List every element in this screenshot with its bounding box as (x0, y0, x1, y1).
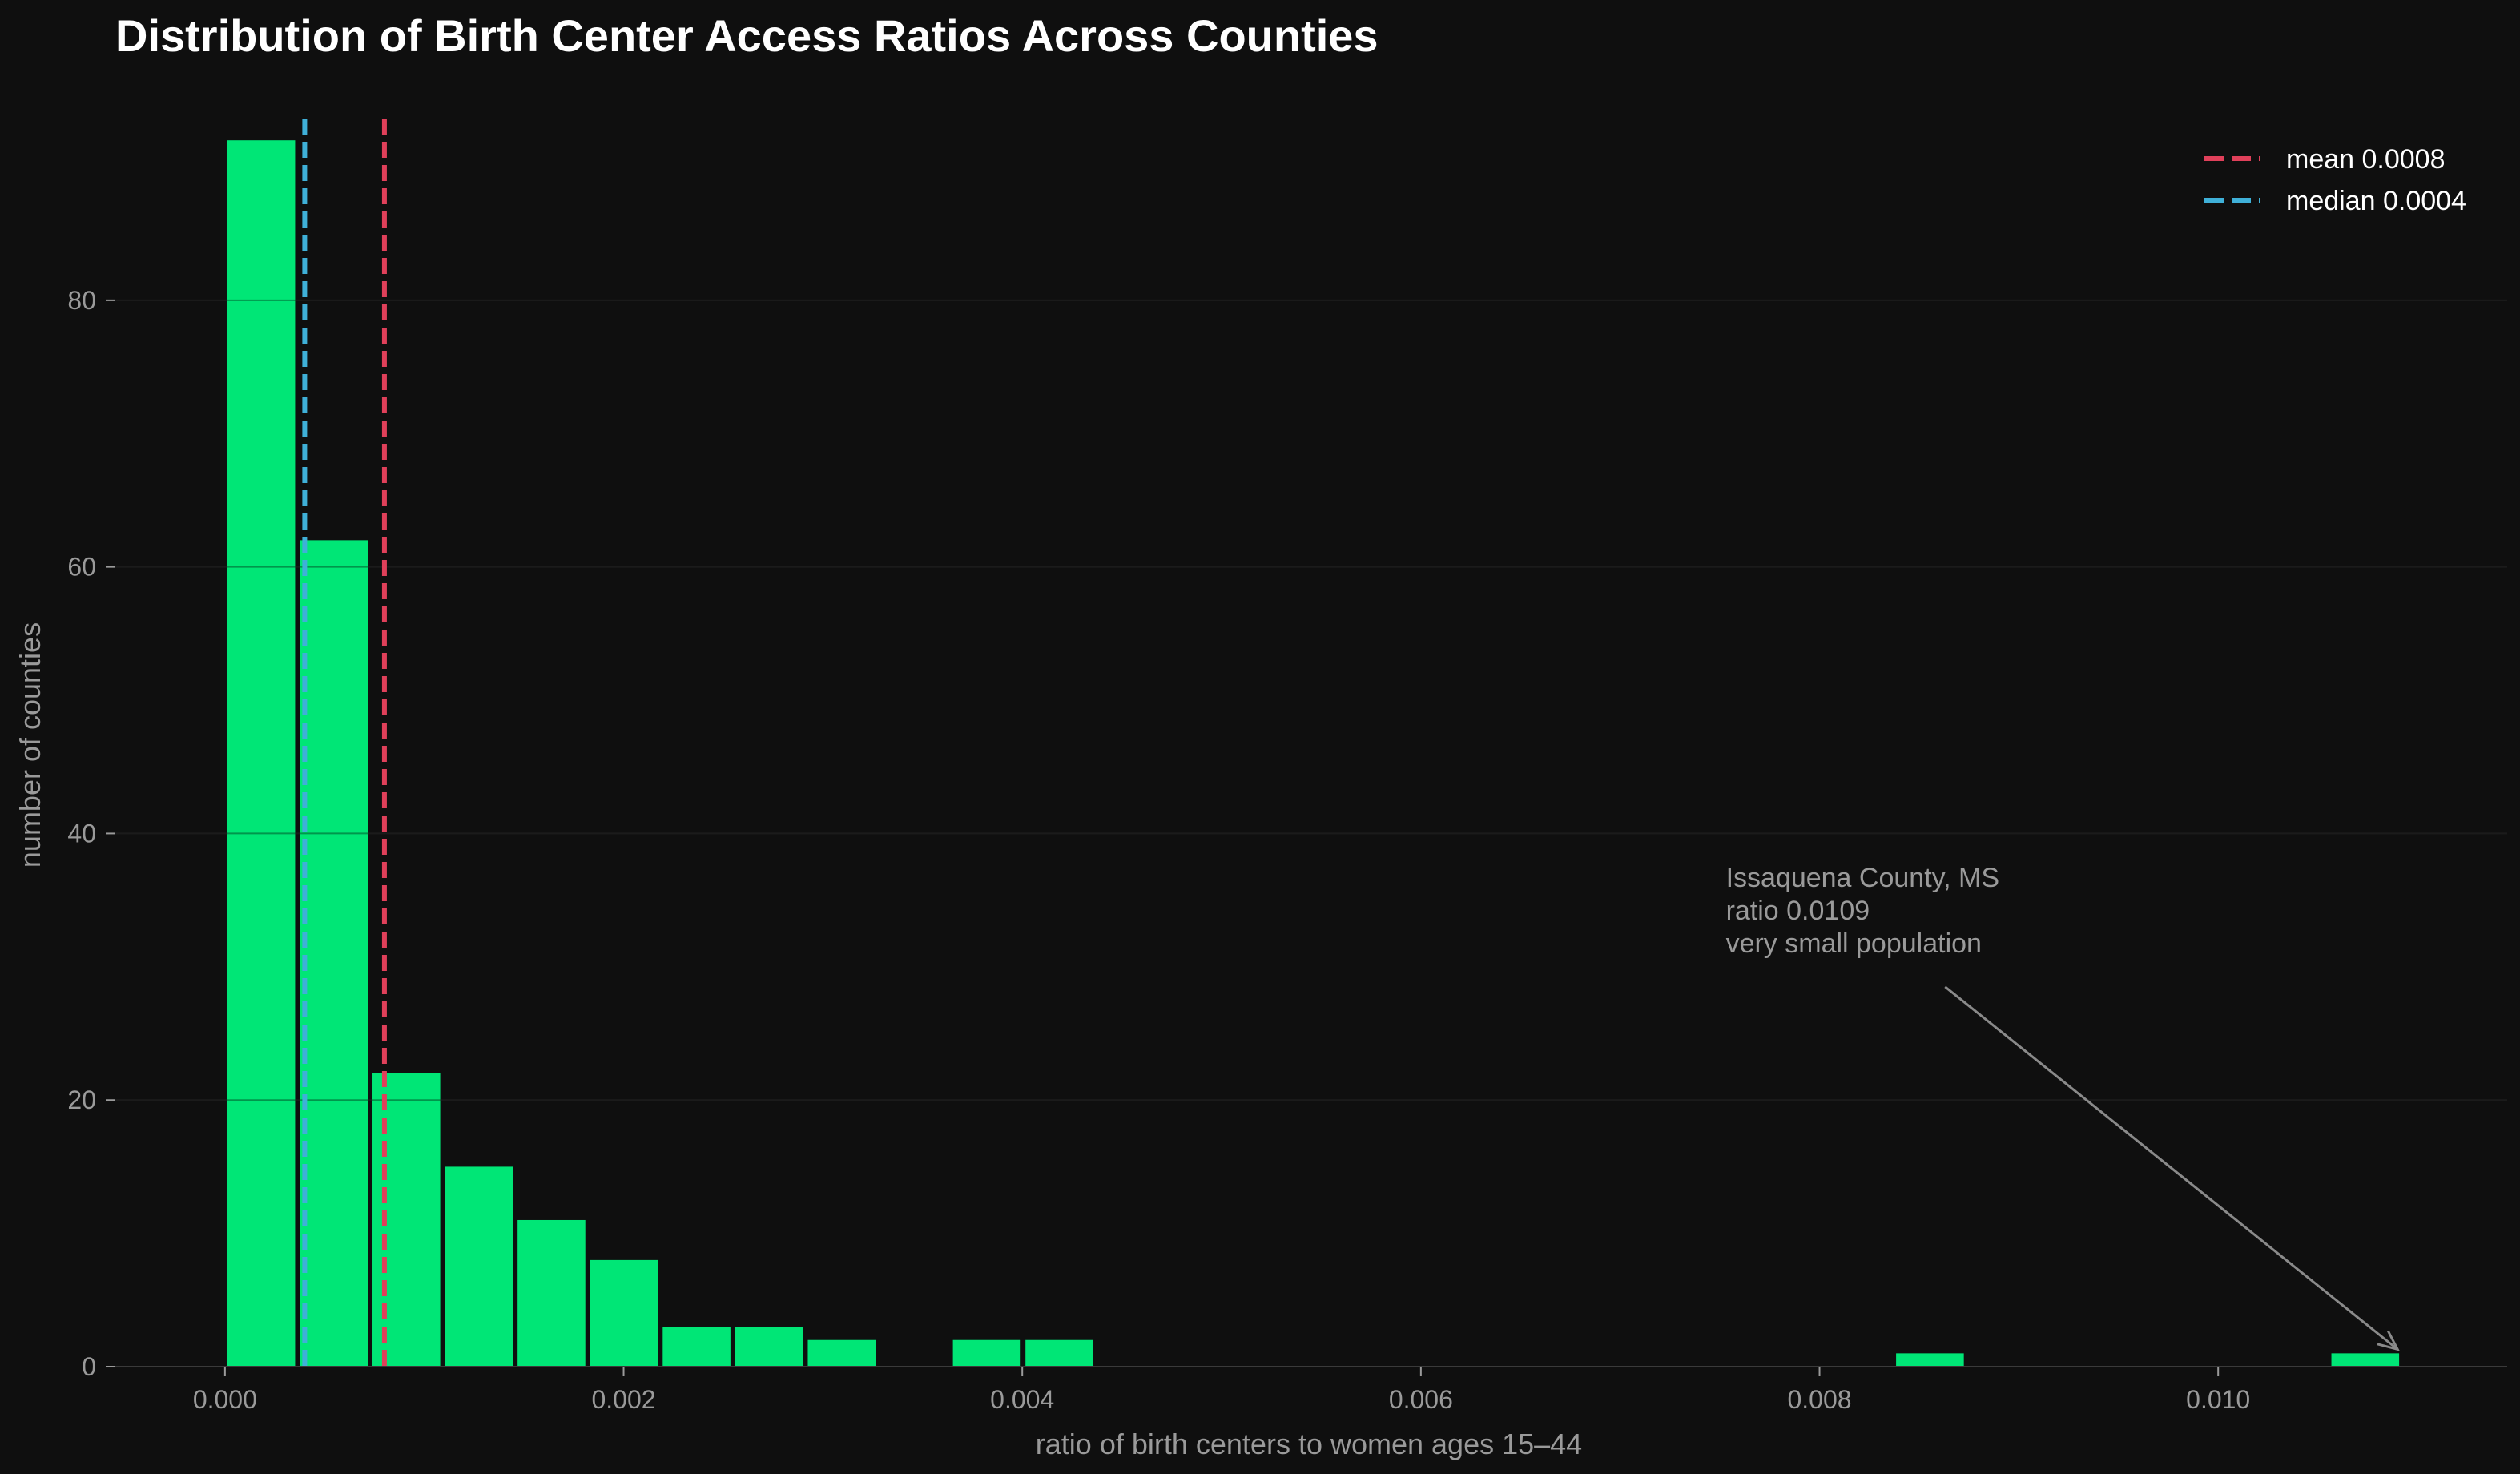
legend-label-median: median 0.0004 (2286, 186, 2466, 216)
histogram-bar-0 (227, 140, 296, 1367)
y-tick-label-4: 80 (67, 286, 96, 315)
histogram-bar-1 (300, 540, 368, 1367)
x-tick-label-0: 0.000 (193, 1385, 257, 1414)
y-axis-label: number of counties (14, 622, 46, 868)
chart-title: Distribution of Birth Center Access Rati… (115, 10, 1379, 61)
histogram-bar-5 (590, 1259, 658, 1367)
histogram-bar-4 (517, 1219, 586, 1367)
x-tick-label-2: 0.004 (990, 1385, 1054, 1414)
histogram-bar-7 (735, 1327, 803, 1367)
annotation-line-2: very small population (1726, 928, 1982, 959)
histogram-bar-3 (445, 1166, 513, 1367)
y-tick-label-2: 40 (67, 819, 96, 848)
tick-labels: 0.000 0.002 0.004 0.006 0.008 0.010 0 20 40 60 80 (67, 286, 2250, 1414)
x-axis-label: ratio of birth centers to women ages 15–… (1036, 1428, 1582, 1460)
histogram-bar-13 (2331, 1353, 2400, 1367)
y-tick-label-0: 0 (82, 1352, 96, 1381)
grid-lines (115, 299, 2507, 1101)
x-tick-label-3: 0.006 (1389, 1385, 1453, 1414)
y-tick-label-1: 20 (67, 1085, 96, 1114)
histogram-bar-6 (662, 1327, 731, 1367)
histogram-bar-8 (807, 1339, 876, 1367)
annotation-line-0: Issaquena County, MS (1726, 863, 1999, 893)
annotation-line-1: ratio 0.0109 (1726, 896, 1870, 926)
annotation-arrow-head (2377, 1330, 2401, 1351)
legend: mean 0.0008 median 0.0004 (2204, 144, 2466, 216)
x-tick-label-4: 0.008 (1787, 1385, 1851, 1414)
x-tick-label-1: 0.002 (591, 1385, 655, 1414)
legend-label-mean: mean 0.0008 (2286, 144, 2446, 175)
x-tick-label-5: 0.010 (2186, 1385, 2250, 1414)
histogram-bar-11 (1025, 1339, 1093, 1367)
histogram-bar-10 (952, 1339, 1021, 1367)
annotation-arrow-line (1944, 985, 2399, 1351)
histogram-bar-12 (1896, 1353, 1964, 1367)
y-tick-label-3: 60 (67, 553, 96, 582)
